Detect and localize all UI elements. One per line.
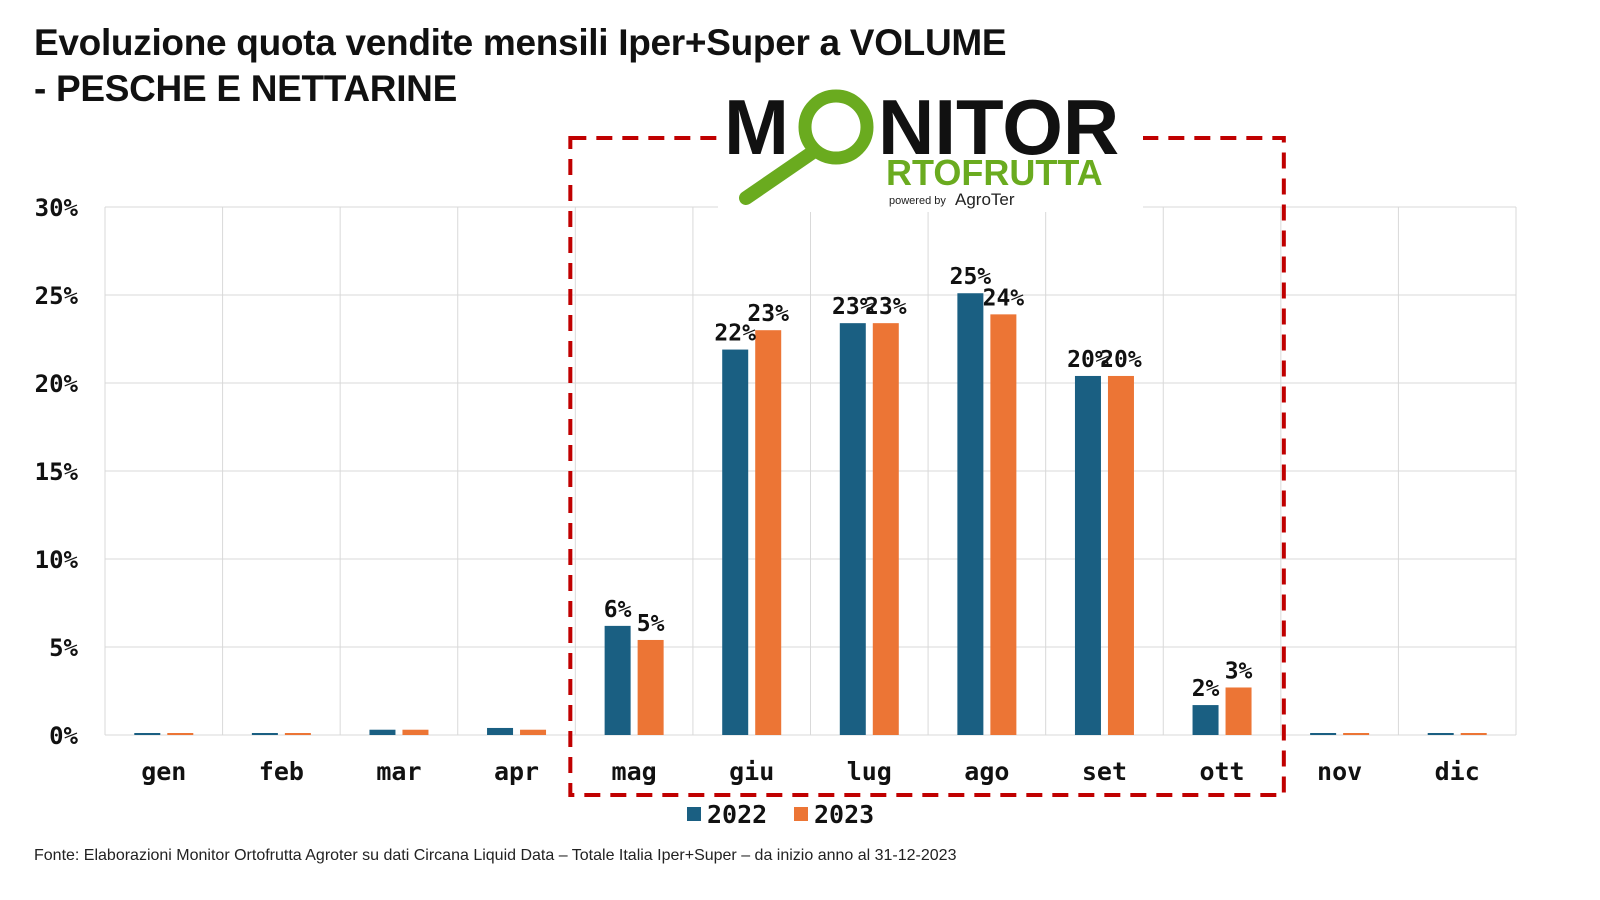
data-label-2023-set: 20% — [1100, 347, 1142, 373]
chart-title-line-1: Evoluzione quota vendite mensili Iper+Su… — [34, 22, 1007, 63]
y-tick-label: 20% — [35, 370, 79, 398]
bar-2022-ott — [1192, 705, 1219, 735]
data-labels: 6%5%22%23% 23%23%25%24%20%20%2%3% — [604, 264, 1253, 702]
bar-2023-set — [1107, 375, 1134, 735]
chart-title: Evoluzione quota vendite mensili Iper+Su… — [34, 20, 1134, 112]
bar-2023-feb — [284, 733, 311, 735]
data-label-2023-mag: 5% — [637, 611, 665, 637]
highlight-box — [568, 136, 1286, 797]
x-axis-ticks: gen feb mar apr mag giu lug ago set ott nov dic — [141, 757, 1480, 786]
x-tick-feb: feb — [259, 757, 304, 786]
logo-agroter: AgroTer — [955, 190, 1015, 209]
bar-2022-feb — [251, 733, 278, 735]
bar-2022-mag — [604, 625, 631, 735]
bar-2022-dic — [1427, 733, 1454, 735]
bar-2022-nov — [1310, 733, 1337, 735]
monitor-ortofrutta-logo: M NITOR RTOFRUTTA powered by AgroTer — [718, 82, 1143, 212]
y-tick-label: 0% — [49, 722, 78, 750]
data-label-2022-lug: 23% — [832, 294, 874, 320]
bar-2023-dic — [1460, 733, 1487, 735]
x-tick-lug: lug — [847, 757, 892, 786]
x-tick-nov: nov — [1317, 757, 1362, 786]
bar-2023-ago — [990, 314, 1017, 735]
data-label-2022-mag: 6% — [604, 597, 632, 623]
bar-2023-gen — [167, 733, 194, 735]
x-tick-giu: giu — [729, 757, 774, 786]
x-tick-mag: mag — [612, 757, 657, 786]
logo-letter-m: M — [724, 83, 789, 171]
bar-2022-giu — [722, 349, 749, 735]
y-tick-label: 15% — [35, 458, 79, 486]
y-tick-label: 10% — [35, 546, 79, 574]
x-tick-apr: apr — [494, 757, 539, 786]
bar-2023-lug — [872, 323, 899, 735]
bar-2022-mar — [369, 729, 396, 735]
data-label-2023-ott: 3% — [1225, 658, 1253, 684]
bar-2022-ago — [957, 293, 984, 735]
legend-swatch-2022 — [687, 807, 701, 821]
bar-2023-nov — [1343, 733, 1370, 735]
source-note: Fonte: Elaborazioni Monitor Ortofrutta A… — [34, 847, 957, 864]
x-tick-ott: ott — [1199, 757, 1244, 786]
x-tick-gen: gen — [141, 757, 186, 786]
y-axis-ticks: 0% 5% 10% 15% 20% 25% 30% — [35, 194, 79, 750]
bar-2023-giu — [755, 330, 782, 735]
legend-swatch-2023 — [794, 807, 808, 821]
magnifier-icon — [739, 89, 874, 205]
x-tick-mar: mar — [376, 757, 421, 786]
bars — [134, 293, 1487, 735]
data-label-2022-ott: 2% — [1192, 676, 1220, 702]
data-label-2022-set: 20% — [1067, 347, 1109, 373]
logo-word-rest: NITOR — [878, 83, 1119, 171]
logo-subtitle: RTOFRUTTA — [886, 152, 1103, 193]
bar-2023-mar — [402, 729, 429, 735]
data-label-2022-giu: 22% — [714, 321, 756, 347]
x-tick-dic: dic — [1435, 757, 1480, 786]
data-label-2022-ago: 25% — [950, 264, 992, 290]
magnifier-ring — [798, 89, 874, 165]
x-tick-ago: ago — [964, 757, 1009, 786]
legend-label-2022: 2022 — [707, 800, 767, 829]
gridlines — [104, 206, 1517, 736]
data-label-2023-lug: 23% — [865, 294, 907, 320]
x-tick-set: set — [1082, 757, 1127, 786]
bar-2022-apr — [487, 727, 514, 735]
logo-powered-by: powered by — [889, 195, 946, 207]
bar-2022-gen — [134, 733, 161, 735]
y-tick-label: 25% — [35, 282, 79, 310]
data-label-2023-ago: 24% — [983, 285, 1025, 311]
legend-label-2023: 2023 — [814, 800, 874, 829]
chart-title-line-2: - PESCHE E NETTARINE — [34, 68, 457, 109]
bar-2023-ott — [1225, 687, 1252, 735]
data-label-2023-giu: 23% — [747, 301, 789, 327]
y-tick-label: 30% — [35, 194, 79, 222]
y-tick-label: 5% — [49, 634, 78, 662]
legend: 2022 2023 — [687, 800, 874, 829]
bar-2023-apr — [520, 729, 547, 735]
bar-2023-mag — [637, 639, 664, 735]
logo-graphic: M NITOR RTOFRUTTA powered by AgroTer — [724, 83, 1119, 209]
bar-2022-lug — [839, 323, 866, 735]
magnifier-handle — [739, 145, 820, 205]
bar-2022-set — [1074, 375, 1101, 735]
